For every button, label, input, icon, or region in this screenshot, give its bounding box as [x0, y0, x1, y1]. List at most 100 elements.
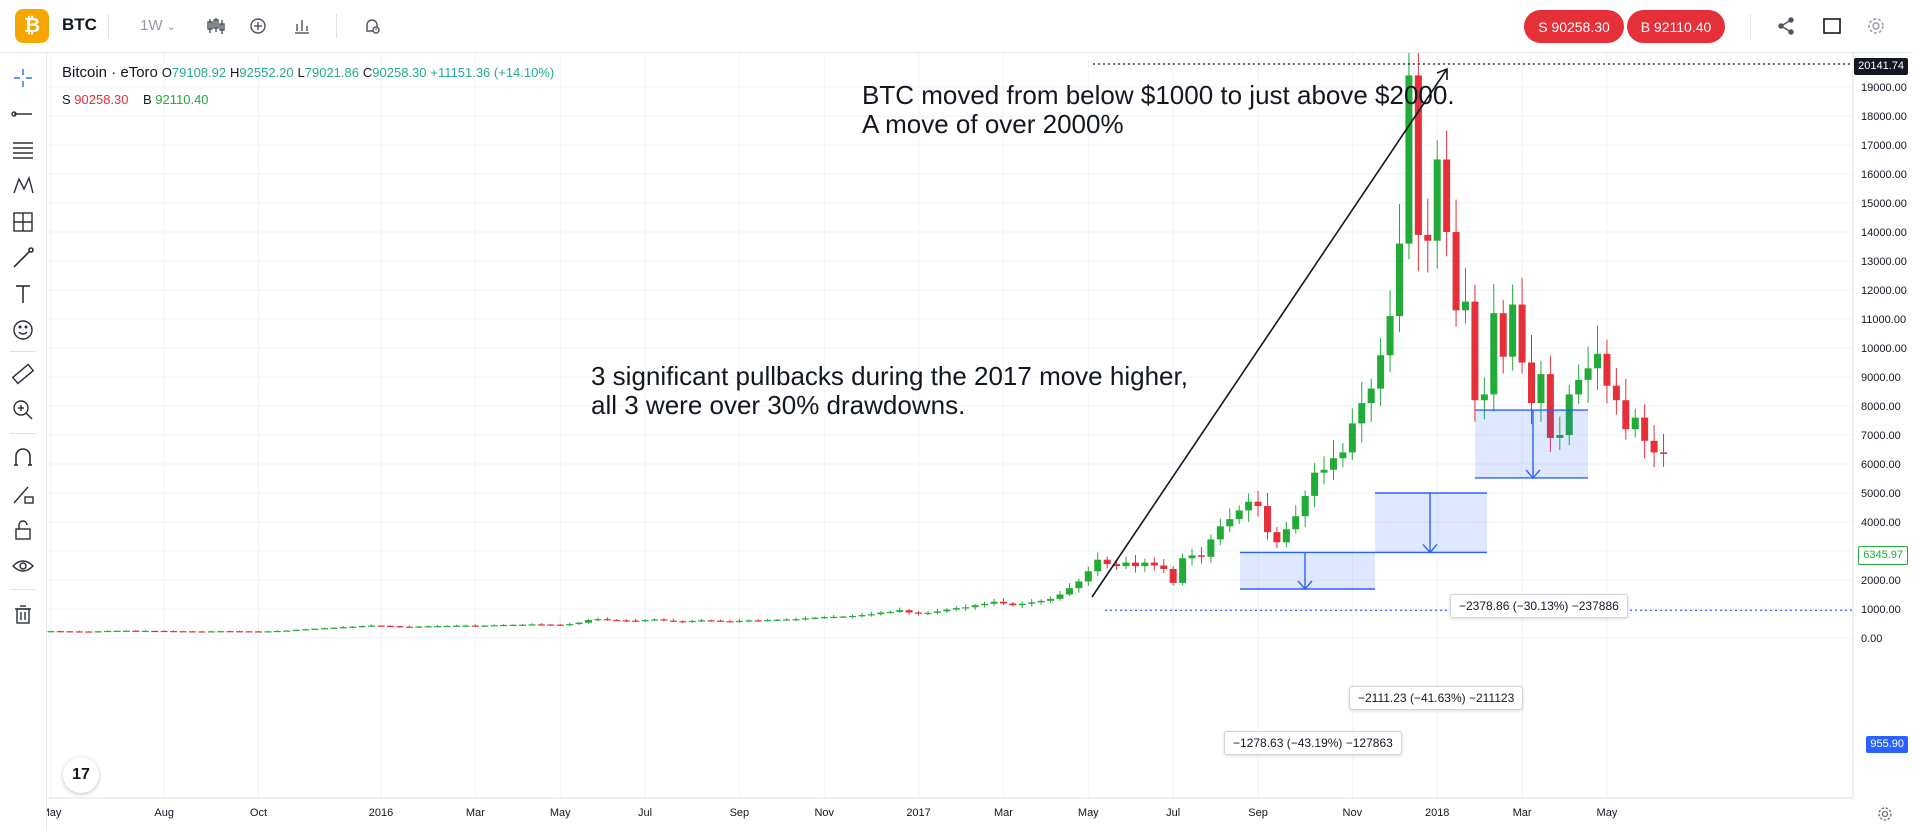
- share-icon[interactable]: [1776, 16, 1796, 36]
- candle-body: [915, 612, 923, 614]
- candle-body: [1537, 374, 1545, 404]
- time-axis[interactable]: May Aug Oct 2016 Mar May Jul Sep Nov 2017 Mar May Ju…: [47, 797, 1853, 829]
- candle-body: [519, 624, 526, 626]
- candle-body: [990, 601, 998, 604]
- candle-body: [1462, 301, 1469, 311]
- buy-button[interactable]: B 92110.40: [1627, 10, 1725, 43]
- candle-body: [1509, 304, 1517, 357]
- candle-body: [886, 611, 894, 614]
- candle-body: [1546, 374, 1554, 438]
- y-tick-label: 1000.00: [1861, 604, 1901, 616]
- candle-body: [1480, 394, 1488, 401]
- x-tick-label: May: [550, 807, 571, 819]
- candle-body: [877, 612, 885, 615]
- ohlc-legend: Bitcoin · eToro O79108.92 H92552.20 L790…: [62, 64, 554, 81]
- prediction-icon[interactable]: [10, 209, 36, 235]
- candle-body: [141, 630, 149, 633]
- open-key: O: [161, 65, 172, 80]
- candle-body: [1047, 598, 1055, 601]
- magnet-icon[interactable]: [10, 445, 36, 471]
- sell-button[interactable]: S 90258.30: [1524, 10, 1624, 43]
- lock-drawing-icon[interactable]: [10, 481, 36, 507]
- ruler-icon[interactable]: [10, 361, 36, 387]
- candle-body: [735, 620, 743, 623]
- candle-body: [1443, 159, 1451, 232]
- trend-line-icon[interactable]: [10, 101, 36, 127]
- zoom-icon[interactable]: [10, 397, 36, 423]
- candle-body: [707, 620, 715, 622]
- candle-body: [1329, 458, 1337, 470]
- x-tick-label: 2018: [1425, 807, 1449, 819]
- x-tick-label: 2017: [906, 807, 930, 819]
- price-label-current: 6345.97: [1858, 546, 1908, 565]
- toolbar-divider: [1750, 14, 1751, 38]
- price-axis[interactable]: 0.001000.002000.003000.004000.005000.006…: [1852, 53, 1913, 829]
- annotation-top[interactable]: BTC moved from below $1000 to just above…: [862, 81, 1455, 139]
- add-indicator-icon[interactable]: [248, 16, 268, 36]
- candle-body: [962, 607, 970, 609]
- candle-body: [1065, 588, 1073, 595]
- annotation-mid-line2: all 3 were over 30% drawdowns.: [591, 390, 966, 420]
- candle-body: [1009, 603, 1017, 606]
- candle-body: [1263, 506, 1271, 533]
- candle-body: [1490, 313, 1498, 395]
- candle-body: [226, 631, 234, 633]
- pattern-icon[interactable]: [10, 173, 36, 199]
- unlock-icon[interactable]: [10, 517, 36, 543]
- indicators-icon[interactable]: [292, 16, 312, 36]
- candle-body: [754, 620, 762, 622]
- candle-body: [1622, 400, 1630, 430]
- close-value: 90258.30: [372, 65, 427, 80]
- x-tick-label: Jul: [638, 807, 652, 819]
- close-key: C: [362, 65, 373, 80]
- candle-body: [801, 618, 809, 620]
- y-tick-label: 15000.00: [1861, 198, 1907, 210]
- symbol-name[interactable]: BTC: [62, 15, 97, 34]
- open-value: 79108.92: [171, 65, 227, 80]
- candle-body: [773, 619, 781, 621]
- tradingview-logo-icon[interactable]: 17: [63, 757, 99, 793]
- candle-body: [717, 620, 725, 622]
- axis-settings-gear-icon[interactable]: [1877, 806, 1893, 822]
- crosshair-icon[interactable]: [10, 65, 36, 91]
- alert-icon[interactable]: [362, 16, 382, 36]
- candle-body: [1575, 379, 1583, 395]
- candle-body: [594, 619, 602, 621]
- candle-body: [566, 624, 574, 626]
- chevron-down-icon: ⌄: [166, 21, 176, 33]
- settings-gear-icon[interactable]: [1866, 16, 1886, 36]
- x-tick-label: Mar: [1513, 807, 1532, 819]
- candle-body: [792, 619, 800, 621]
- fullscreen-icon[interactable]: [1822, 16, 1842, 36]
- annotation-top-line2: A move of over 2000%: [862, 109, 1124, 139]
- candlestick-series: [47, 53, 1668, 633]
- candle-body: [698, 620, 706, 622]
- annotation-middle[interactable]: 3 significant pullbacks during the 2017 …: [591, 362, 1188, 420]
- x-tick-label: Mar: [994, 807, 1013, 819]
- candle-body: [1037, 600, 1045, 603]
- candle-body: [679, 621, 687, 623]
- candle-body: [764, 620, 772, 622]
- candle-body: [198, 631, 206, 633]
- emoji-icon[interactable]: [10, 317, 36, 343]
- price-chart[interactable]: 0.001000.002000.003000.004000.005000.006…: [47, 53, 1913, 829]
- candle-body: [547, 624, 555, 626]
- candle-body: [377, 625, 385, 627]
- candle-body: [1556, 435, 1564, 438]
- fib-lines-icon[interactable]: [10, 137, 36, 163]
- trash-icon[interactable]: [10, 601, 36, 627]
- measure-box: [1375, 493, 1487, 553]
- candle-body: [349, 626, 357, 628]
- candle-body: [320, 628, 328, 630]
- x-tick-label: Aug: [154, 807, 174, 819]
- eye-icon[interactable]: [10, 553, 36, 579]
- candles-chart-type-icon[interactable]: [206, 16, 226, 36]
- change-value: +11151.36 (+14.10%): [430, 65, 555, 80]
- brush-icon[interactable]: [10, 245, 36, 271]
- candle-body: [245, 631, 253, 633]
- y-tick-label: 4000.00: [1861, 517, 1901, 529]
- candle-body: [1499, 313, 1507, 357]
- candle-body: [481, 625, 489, 627]
- text-tool-icon[interactable]: [10, 281, 36, 307]
- timeframe-selector[interactable]: 1W ⌄: [140, 17, 176, 34]
